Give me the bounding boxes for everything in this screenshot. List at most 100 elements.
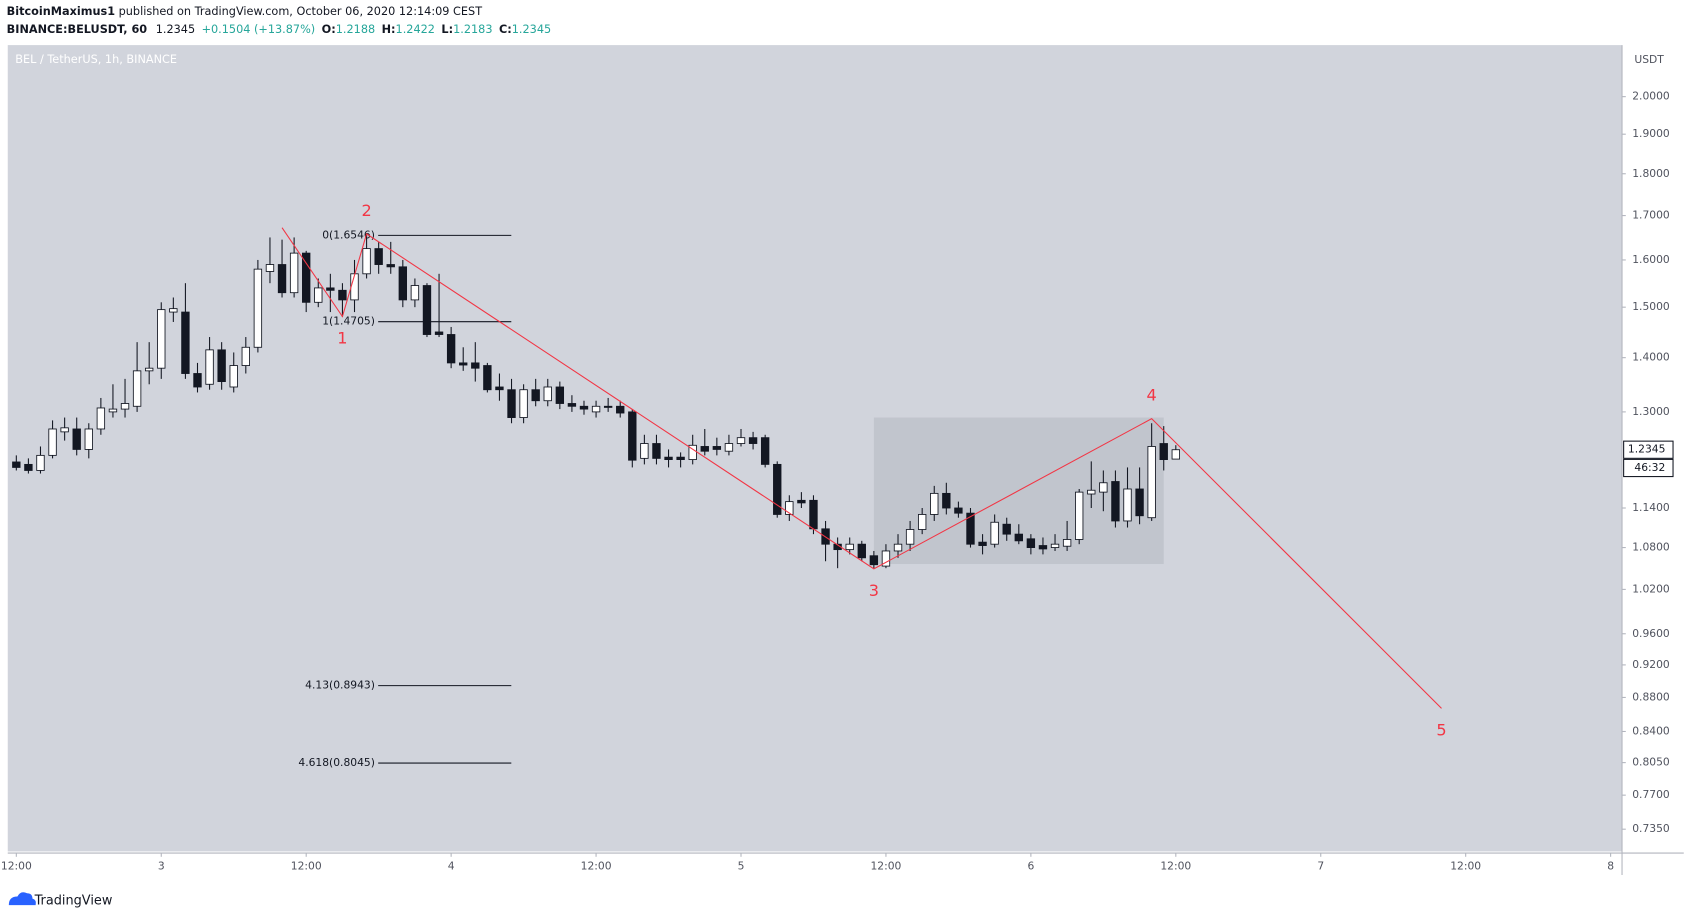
candle-body	[108, 408, 118, 413]
wave-label: 4	[1147, 386, 1157, 405]
plot-background	[7, 45, 1622, 852]
candle-body	[712, 446, 722, 450]
candle-body	[1038, 545, 1048, 550]
candle-body	[495, 386, 504, 391]
candle-body	[362, 248, 371, 275]
y-tick-label: 1.9000	[1632, 127, 1670, 140]
candle-body	[60, 427, 69, 433]
price-tag: 1.2345	[1628, 443, 1666, 456]
published: published on TradingView.com, October 06…	[115, 5, 482, 18]
candle-body	[120, 403, 130, 410]
candle-body	[241, 346, 250, 366]
x-tick-label: 8	[1607, 859, 1614, 872]
candle-body	[676, 456, 685, 461]
candle-body	[181, 311, 190, 374]
candle-body	[422, 285, 432, 335]
candle-body	[144, 367, 154, 372]
ohlc-value: 1.2422	[396, 23, 435, 36]
candle-body	[978, 541, 987, 546]
candle-body	[616, 405, 625, 414]
candle-body	[471, 362, 480, 369]
candle-body	[1135, 488, 1144, 517]
author: BitcoinMaximus1	[7, 5, 116, 18]
candle-body	[350, 273, 359, 301]
y-tick-label: 0.9600	[1632, 627, 1670, 640]
candle-body	[157, 309, 166, 369]
y-tick-label: 1.7000	[1632, 209, 1670, 222]
candle-body	[265, 264, 275, 272]
price-tag-box	[1623, 440, 1674, 459]
ohlc-value: 1.2188	[336, 23, 375, 36]
candle-body	[48, 428, 57, 456]
x-tick-label: 3	[158, 859, 165, 872]
candle-body	[773, 463, 782, 515]
ohlc-value: 1.2345	[512, 23, 551, 36]
x-tick-label: 12:00	[581, 859, 612, 872]
x-tick-label: 7	[1317, 859, 1324, 872]
candle-body	[410, 285, 420, 301]
candle-body	[567, 403, 577, 407]
candle-body	[84, 428, 93, 450]
candle-body	[640, 443, 649, 459]
x-tick-label: 12:00	[291, 859, 322, 872]
candle-body	[36, 454, 45, 471]
fib-label: 1(1.4705)	[322, 315, 375, 328]
candle-body	[893, 543, 903, 552]
header-line-1: BitcoinMaximus1 published on TradingView…	[7, 5, 483, 18]
candle-body	[1099, 482, 1108, 493]
candle-body	[1147, 446, 1156, 519]
candle-body	[434, 331, 444, 335]
candle-body	[519, 389, 528, 418]
candle-body	[229, 365, 238, 388]
y-tick-label: 2.0000	[1632, 90, 1670, 103]
y-tick-label: 1.1400	[1632, 501, 1670, 514]
wave-label: 3	[869, 581, 879, 600]
candle-body	[905, 529, 915, 545]
y-tick-label: 1.6000	[1632, 253, 1670, 266]
ohlc-key: H:	[382, 23, 396, 36]
footer-logo: TradingView	[8, 892, 112, 908]
x-tick-label: 5	[738, 859, 745, 872]
candle-body	[386, 264, 395, 268]
x-tick-label: 12:00	[1160, 859, 1191, 872]
candle-body	[1026, 538, 1036, 548]
candle-body	[1014, 533, 1023, 542]
candle-body	[591, 405, 601, 413]
candle-body	[579, 405, 589, 410]
candle-body	[507, 389, 516, 418]
y-tick-label: 0.8800	[1632, 690, 1670, 703]
candle-body	[942, 492, 951, 509]
candle-body	[531, 389, 540, 402]
candle-body	[555, 386, 565, 404]
y-unit: USDT	[1634, 53, 1664, 66]
candle-body	[314, 287, 323, 303]
candle-body	[809, 499, 818, 530]
y-tick-label: 1.3000	[1632, 405, 1670, 418]
candle-body	[169, 308, 178, 313]
candle-body	[881, 550, 891, 567]
candle-body	[1159, 443, 1168, 461]
candle-body	[193, 373, 202, 388]
candle-body	[966, 512, 975, 545]
fib-label: 4.13(0.8943)	[305, 679, 375, 692]
candle-body	[289, 252, 299, 294]
ohlc-key: L:	[441, 23, 453, 36]
candle-body	[652, 443, 661, 459]
candle-body	[1111, 481, 1120, 522]
candle-body	[446, 334, 456, 364]
candle-body	[24, 463, 33, 471]
symbol: BINANCE:BELUSDT, 60	[7, 23, 148, 36]
candle-body	[869, 555, 879, 566]
y-tick-label: 0.7350	[1632, 822, 1670, 835]
y-tick-label: 0.8050	[1632, 756, 1670, 769]
candle-body	[797, 499, 806, 504]
y-tick-label: 1.8000	[1632, 167, 1670, 180]
x-tick-label: 4	[448, 859, 455, 872]
candle-body	[96, 407, 106, 430]
x-tick-label: 12:00	[870, 859, 901, 872]
candle-body	[785, 501, 794, 515]
wave-label: 1	[337, 329, 347, 348]
change: +0.1504 (+13.87%)	[202, 23, 316, 36]
